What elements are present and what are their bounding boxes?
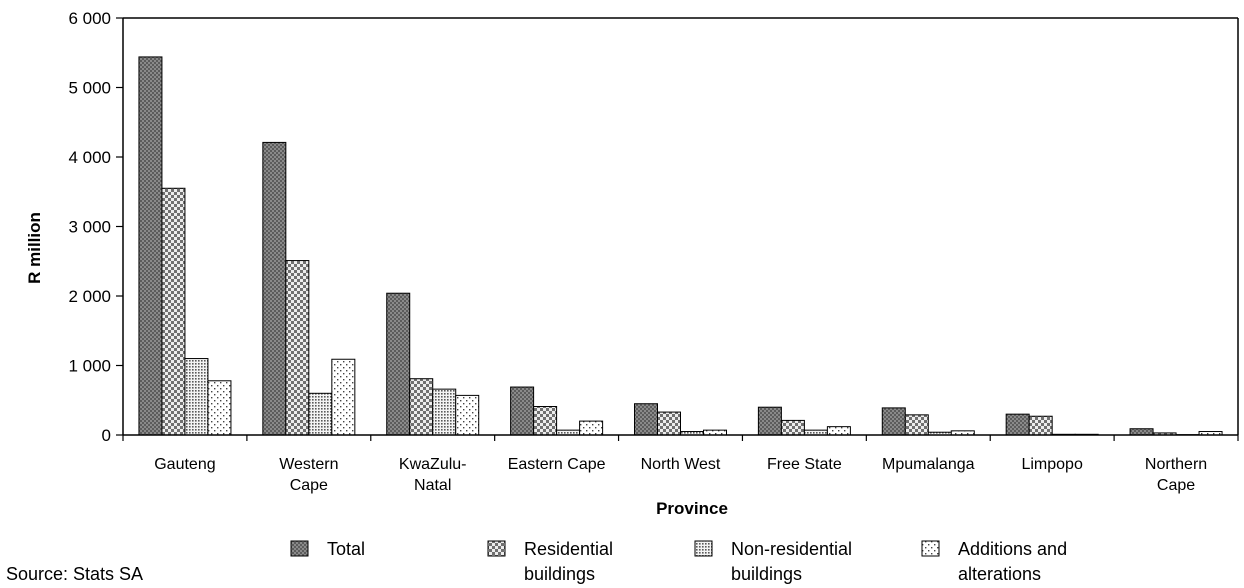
legend-label: Total xyxy=(327,539,365,559)
bar xyxy=(308,392,333,436)
y-tick-label: 4 000 xyxy=(68,148,111,167)
legend-item: Residential buildings xyxy=(487,539,613,584)
bar xyxy=(510,386,535,436)
y-axis-title: R million xyxy=(25,212,44,284)
bar xyxy=(533,406,558,436)
bar xyxy=(184,358,209,436)
bar xyxy=(1005,413,1030,436)
bar xyxy=(657,411,681,436)
bar xyxy=(207,380,232,436)
legend-label: Residential buildings xyxy=(524,539,613,584)
legend-item: Non-residential buildings xyxy=(694,539,852,584)
bar xyxy=(285,260,310,436)
bar xyxy=(780,419,805,436)
y-tick-label: 3 000 xyxy=(68,218,111,237)
bar xyxy=(757,406,782,436)
legend-swatch xyxy=(694,540,713,557)
legend: Total Residential buildings Non-residential… xyxy=(290,539,1067,584)
bar xyxy=(634,403,658,436)
x-category-label: Western Cape xyxy=(279,456,338,494)
legend-label: Non-residential buildings xyxy=(731,539,852,584)
bar xyxy=(826,426,851,436)
bar xyxy=(881,407,906,436)
y-tick-label: 5 000 xyxy=(68,79,111,98)
x-category-label: Gauteng xyxy=(154,456,215,473)
legend-item: Additions and alterations xyxy=(921,539,1067,584)
legend-swatch xyxy=(487,540,506,557)
x-axis-title: Province xyxy=(656,499,728,518)
legend-swatch xyxy=(921,540,940,557)
bar xyxy=(386,292,411,436)
x-category-label: Eastern Cape xyxy=(508,456,606,473)
legend-swatch xyxy=(290,540,309,557)
x-category-label: KwaZulu-Natal xyxy=(399,456,467,494)
bar xyxy=(455,394,480,436)
bar xyxy=(262,141,287,436)
plot-area xyxy=(122,17,1239,441)
y-tick-label: 2 000 xyxy=(68,287,111,306)
x-category-label: Free State xyxy=(767,456,842,473)
bar xyxy=(331,358,356,436)
x-category-labels: Gauteng Western Cape KwaZulu-Natal Eastern C… xyxy=(154,456,1207,494)
x-category-label: Limpopo xyxy=(1021,456,1082,473)
source-note: Source: Stats SA xyxy=(6,564,143,584)
bar xyxy=(1129,428,1154,436)
y-tick-label: 0 xyxy=(102,426,111,445)
y-tick-labels: 0 1 000 2 000 3 000 4 000 5 000 6 000 xyxy=(68,9,123,445)
legend-item: Total xyxy=(290,539,365,559)
x-category-label: Mpumalanga xyxy=(882,456,975,473)
bar xyxy=(904,414,929,436)
bar xyxy=(1028,415,1053,436)
bar xyxy=(409,378,434,436)
y-tick-label: 1 000 xyxy=(68,357,111,376)
y-tick-label: 6 000 xyxy=(68,9,111,28)
x-category-label: Northern Cape xyxy=(1145,456,1207,494)
x-category-label: North West xyxy=(641,456,721,473)
bar xyxy=(138,56,163,436)
bar xyxy=(161,187,186,436)
bar xyxy=(579,420,604,436)
bar xyxy=(432,388,457,436)
legend-label: Additions and alterations xyxy=(958,539,1067,584)
